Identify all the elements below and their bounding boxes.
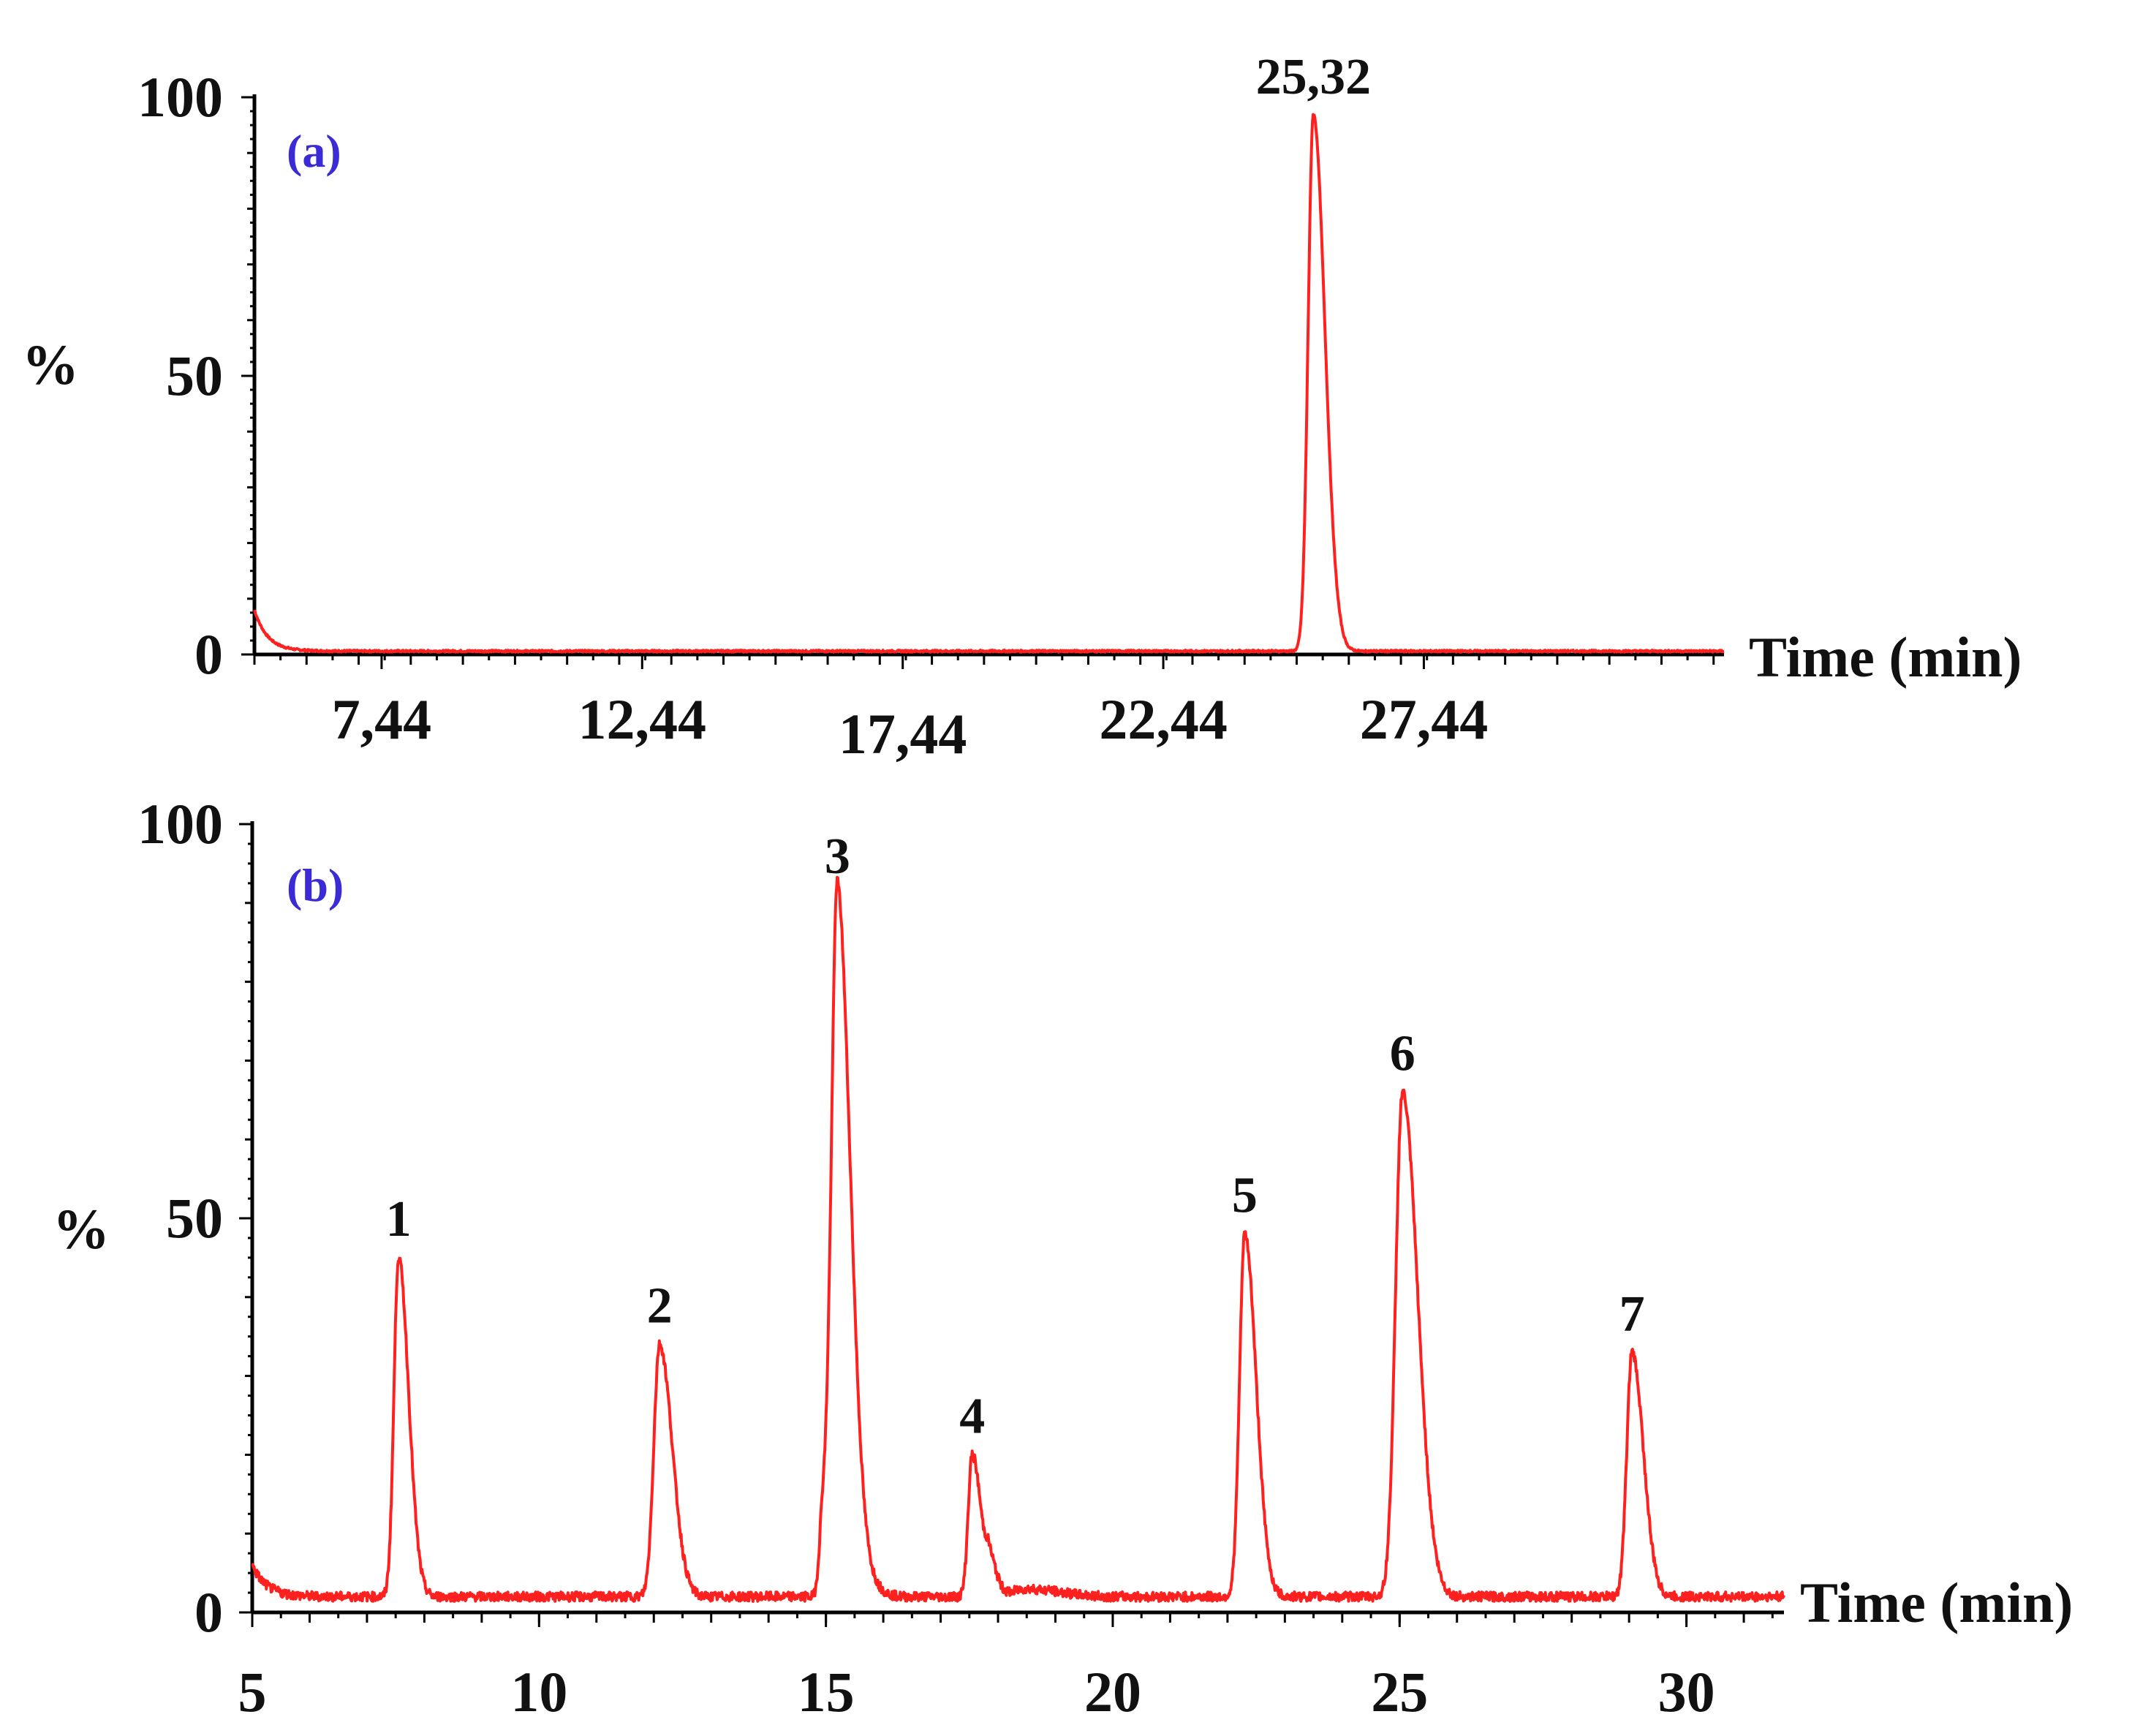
x-tick-label: 25 [1371,1660,1428,1724]
y-tick-label: 100 [137,65,223,129]
x-tick-label: 5 [238,1660,267,1724]
x-tick-label: 20 [1084,1660,1141,1724]
y-tick-label: 100 [137,792,223,856]
peak-label: 5 [1232,1168,1258,1224]
peak-label: 25,32 [1256,49,1372,105]
panel-a-xlabel: Time (min) [1749,625,2022,689]
panel-b-label: (b) [287,859,344,911]
peak-label: 7 [1619,1286,1645,1342]
y-tick-label: 0 [194,1580,223,1644]
peak-label: 3 [825,829,850,885]
panel-a-ylabel: % [22,333,79,396]
panel-b-plot-area: 0 50 100 5 10 15 20 25 30 1 2 3 4 5 6 7 [137,792,1785,1724]
x-tick-label: 12,44 [578,687,707,751]
panel-a-label: (a) [287,125,341,177]
x-tick-label: 30 [1658,1660,1715,1724]
panel-a-chart: (a) % Time (min) 0 50 100 7,44 12,44 17,44 22,… [22,49,2022,766]
panel-b-chart: (b) % Time (min) 0 50 100 5 10 15 20 25 30 1 2 3 4 5 6… [53,792,2073,1724]
x-tick-label: 10 [510,1660,567,1724]
x-tick-label: 22,44 [1099,687,1228,751]
peak-label: 2 [647,1278,673,1334]
peak-label: 6 [1390,1026,1415,1082]
y-tick-label: 50 [166,1186,223,1250]
panel-a-plot-area: 0 50 100 7,44 12,44 17,44 22,44 27,44 25,32 [137,49,1725,766]
chromatogram-trace [253,113,1725,654]
panel-b-ylabel: % [53,1197,110,1261]
peak-label: 4 [959,1388,985,1444]
x-tick-label: 15 [798,1660,855,1724]
x-tick-label: 17,44 [839,702,967,766]
chromatogram-trace [251,875,1785,1603]
peak-label: 1 [386,1191,412,1248]
panel-b-xlabel: Time (min) [1800,1571,2073,1634]
y-tick-label: 50 [166,344,223,407]
y-tick-label: 0 [194,622,223,686]
x-tick-label: 7,44 [332,687,432,751]
x-tick-label: 27,44 [1360,687,1489,751]
